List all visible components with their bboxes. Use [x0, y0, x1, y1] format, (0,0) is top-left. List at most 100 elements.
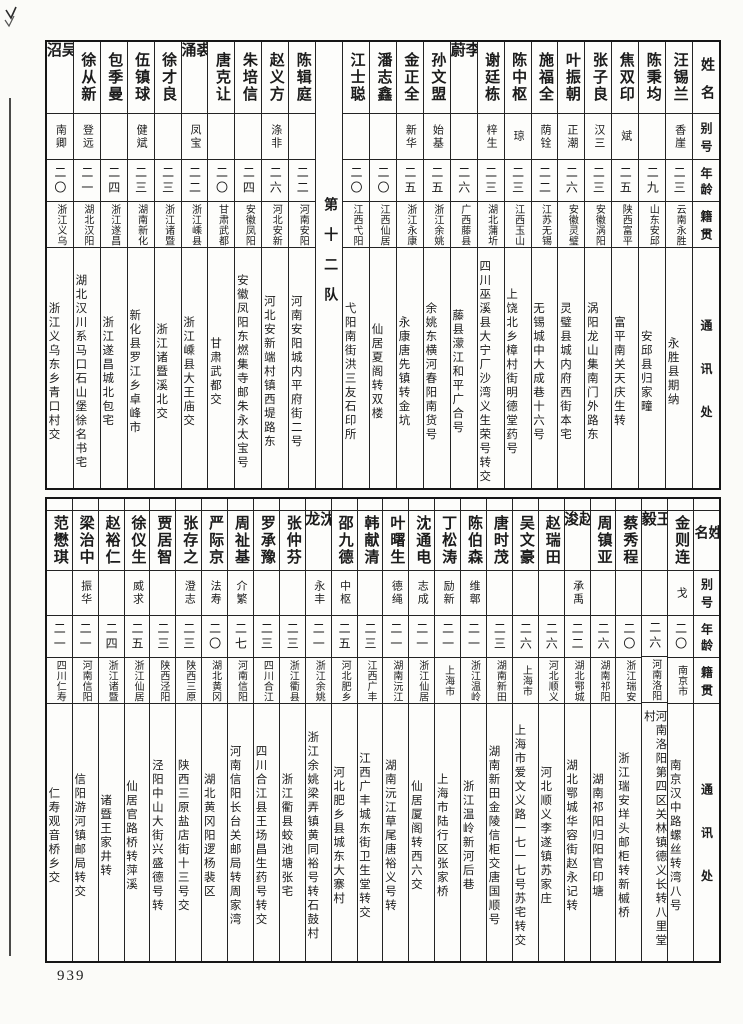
person-alias: [279, 571, 305, 616]
spacer-cell: [435, 499, 461, 511]
person-native-place: 湖北汉阳: [73, 202, 100, 248]
person-column: 陈辑庭 二二 河南安阳 河南安阳城内平府街二号: [288, 42, 316, 488]
person-column: 邵九德 中枢 二五 河北肥乡 河北肥乡县城东大寨村: [330, 499, 357, 961]
person-address: 富平南关天庆生转: [612, 315, 625, 428]
squad-divider-label: 第十二队: [322, 197, 338, 317]
person-address: 河南信阳长台关邮局转周家湾: [228, 745, 241, 927]
person-name: 金则连: [668, 511, 694, 571]
person-name: 赵瑞田: [538, 511, 564, 571]
person-column: 沈通电 志成 二一 浙江仙居 仙居厦阁转西六交: [408, 499, 435, 961]
person-address: 甘肃武都交: [208, 336, 221, 407]
person-name: 唐克让: [208, 42, 235, 114]
person-age: 二三: [357, 616, 383, 658]
person-column: 孙文盟 始基 二五 浙江余姚 余姚东横河春阳南货号: [422, 42, 450, 488]
person-name: 王毅: [642, 511, 668, 571]
person-age: 二三: [585, 160, 612, 202]
person-native-place: 四川合江: [253, 658, 279, 704]
person-column: 施福全 荫铨 二二 江苏无锡 无锡城中大成巷十六号: [530, 42, 558, 488]
person-age: 二五: [612, 160, 639, 202]
person-alias: 香崖: [666, 114, 693, 160]
person-name: 贾居智: [150, 511, 176, 571]
person-column: 吴沼 南卿 二〇 浙江义乌 浙江义乌东乡青口村交: [46, 42, 73, 488]
spacer-cell: [124, 499, 150, 511]
person-name: 李蔚: [450, 42, 477, 114]
spacer-cell: [305, 499, 331, 511]
person-column: 潘志鑫 二〇 江西仙居 仙居夏阁转双楼: [369, 42, 396, 488]
person-native-place: 江西仙居: [370, 202, 396, 248]
person-column: 唐时茂 二三 湖南新田 湖南新田金陵信柜交唐国顺号: [485, 499, 512, 961]
person-age: 二二: [531, 160, 558, 202]
person-address: 浙江遂昌城北包宅: [101, 315, 114, 428]
person-name: 叶振朝: [558, 42, 585, 114]
person-age: 二六: [262, 160, 289, 202]
person-name: 周祉基: [228, 511, 253, 571]
person-address: 湖南沅江草尾唐裕义号转: [383, 759, 396, 913]
person-age: 二三: [279, 616, 305, 658]
person-native-place: 上海市: [435, 658, 461, 704]
person-alias: [235, 114, 262, 160]
person-alias: 涤非: [262, 114, 289, 160]
person-native-place: 河北安新: [262, 202, 289, 248]
person-native-place: 上海市: [512, 658, 538, 704]
person-native-place: 浙江诸暨: [98, 658, 124, 704]
spacer-cell: [668, 499, 694, 511]
spacer-cell: [409, 499, 435, 511]
person-name: 徐才良: [154, 42, 181, 114]
person-column: 贾居智 二三 陕西泾阳 泾阳中山大街兴盛德号转: [149, 499, 176, 961]
spacer-cell: [642, 499, 668, 511]
person-native-place: 浙江余姚: [423, 202, 450, 248]
person-column: 罗承豫 二三 四川合江 四川合江县王场昌生药号转交: [252, 499, 279, 961]
person-age: 二三: [127, 160, 154, 202]
person-age: 二三: [154, 160, 181, 202]
person-name: 蔡秀程: [616, 511, 642, 571]
spacer-cell: [383, 499, 409, 511]
person-address: 河北肥乡县城东大寨村: [332, 766, 345, 906]
person-name: 伍镇球: [127, 42, 154, 114]
person-native-place: 浙江仙居: [409, 658, 435, 704]
person-alias: 凤宝: [181, 114, 208, 160]
person-name: 徐从新: [73, 42, 100, 114]
person-name: 潘志鑫: [370, 42, 396, 114]
person-address: 无锡城中大成巷十六号: [532, 301, 545, 442]
header-age: 年龄: [693, 160, 719, 202]
person-address: 河北安新端村镇西堤路东: [262, 294, 275, 449]
person-column: 赵瑞田 二六 河北顺义 河北顺义李遂镇苏家庄: [537, 499, 564, 961]
person-native-place: 湖南祁阳: [590, 658, 616, 704]
person-native-place: 湖南新化: [127, 202, 154, 248]
person-column: 金则连戈二〇 南京市 南京汉中路螺丝转湾八号: [667, 499, 694, 961]
person-name: 范懋琪: [46, 511, 72, 571]
person-native-place: 江苏无锡: [531, 202, 558, 248]
person-alias: 新华: [396, 114, 423, 160]
person-age: 二二: [181, 160, 208, 202]
page-number: 939: [57, 968, 86, 984]
person-native-place: 云南永胜: [666, 202, 693, 248]
person-alias: 威求: [124, 571, 150, 616]
spacer-cell: [176, 499, 202, 511]
person-name: 张存之: [176, 511, 202, 571]
person-alias: 登远: [73, 114, 100, 160]
person-alias: 琼: [504, 114, 531, 160]
person-address: 浙江衢县蛟池塘张宅: [280, 773, 293, 899]
person-age: 二三: [504, 160, 531, 202]
person-name: 张仲芬: [279, 511, 305, 571]
person-age: 二一: [409, 616, 435, 658]
person-age: 二五: [396, 160, 423, 202]
person-name: 唐时茂: [486, 511, 512, 571]
header-address: 通讯处: [699, 783, 714, 913]
person-native-place: 安徽灵璧: [558, 202, 585, 248]
person-name: 罗承豫: [253, 511, 279, 571]
person-native-place: 陕西三原: [176, 658, 202, 704]
person-native-place: 湖南新田: [486, 658, 512, 704]
person-column: 叶振朝 正潮 二六 安徽灵璧 灵璧县城内府西街本宅: [557, 42, 585, 488]
person-address: 上海市爱文义路一七一七号苏宅转交: [513, 724, 526, 948]
person-age: 二〇: [668, 616, 694, 658]
person-name: 严际京: [202, 511, 228, 571]
person-age: 二六: [558, 160, 585, 202]
person-address: 浙江诸暨溪北交: [155, 322, 168, 421]
squad-divider-column: 第十二队: [315, 42, 342, 488]
person-alias: 励新: [435, 571, 461, 616]
spacer-cell: [72, 499, 98, 511]
person-alias: [590, 571, 616, 616]
person-column: 裘涌 凤宝 二二 浙江嵊县 浙江嵊县大王庙交: [180, 42, 208, 488]
